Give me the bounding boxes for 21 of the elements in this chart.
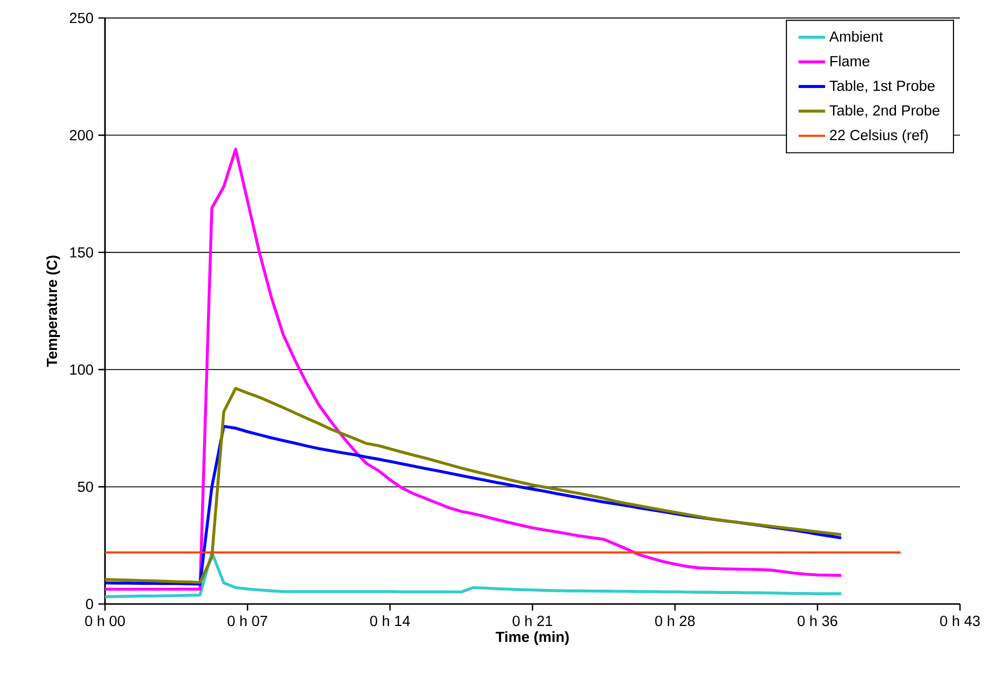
y-tick-label: 250 [70, 12, 94, 24]
x-tick-label: 0 h 14 [370, 615, 410, 626]
legend-label: Flame [830, 56, 870, 66]
line-series [104, 386, 843, 584]
x-axis-title: Time (min) [496, 631, 569, 645]
x-tick-label: 0 h 00 [85, 615, 125, 626]
y-tick-label: 100 [70, 364, 94, 375]
legend-label: 22 Celsius (ref) [830, 129, 928, 144]
y-tick-label: 50 [78, 482, 94, 492]
x-tick-label: 0 h 21 [512, 615, 552, 626]
x-tick-label: 0 h 43 [940, 615, 980, 626]
y-tick-label: 0 [86, 598, 94, 610]
legend-label: Table, 1st Probe [830, 80, 935, 93]
x-tick-label: 0 h 36 [798, 615, 838, 626]
x-tick-label: 0 h 07 [228, 615, 268, 626]
y-axis-title: Temperature (C) [46, 256, 60, 367]
y-tick-label: 150 [70, 247, 94, 258]
legend-label: Ambient [829, 30, 883, 42]
y-tick-label: 200 [70, 130, 94, 140]
x-tick-label: 0 h 28 [655, 615, 695, 626]
legend-label: Table, 2nd Probe [830, 104, 940, 118]
